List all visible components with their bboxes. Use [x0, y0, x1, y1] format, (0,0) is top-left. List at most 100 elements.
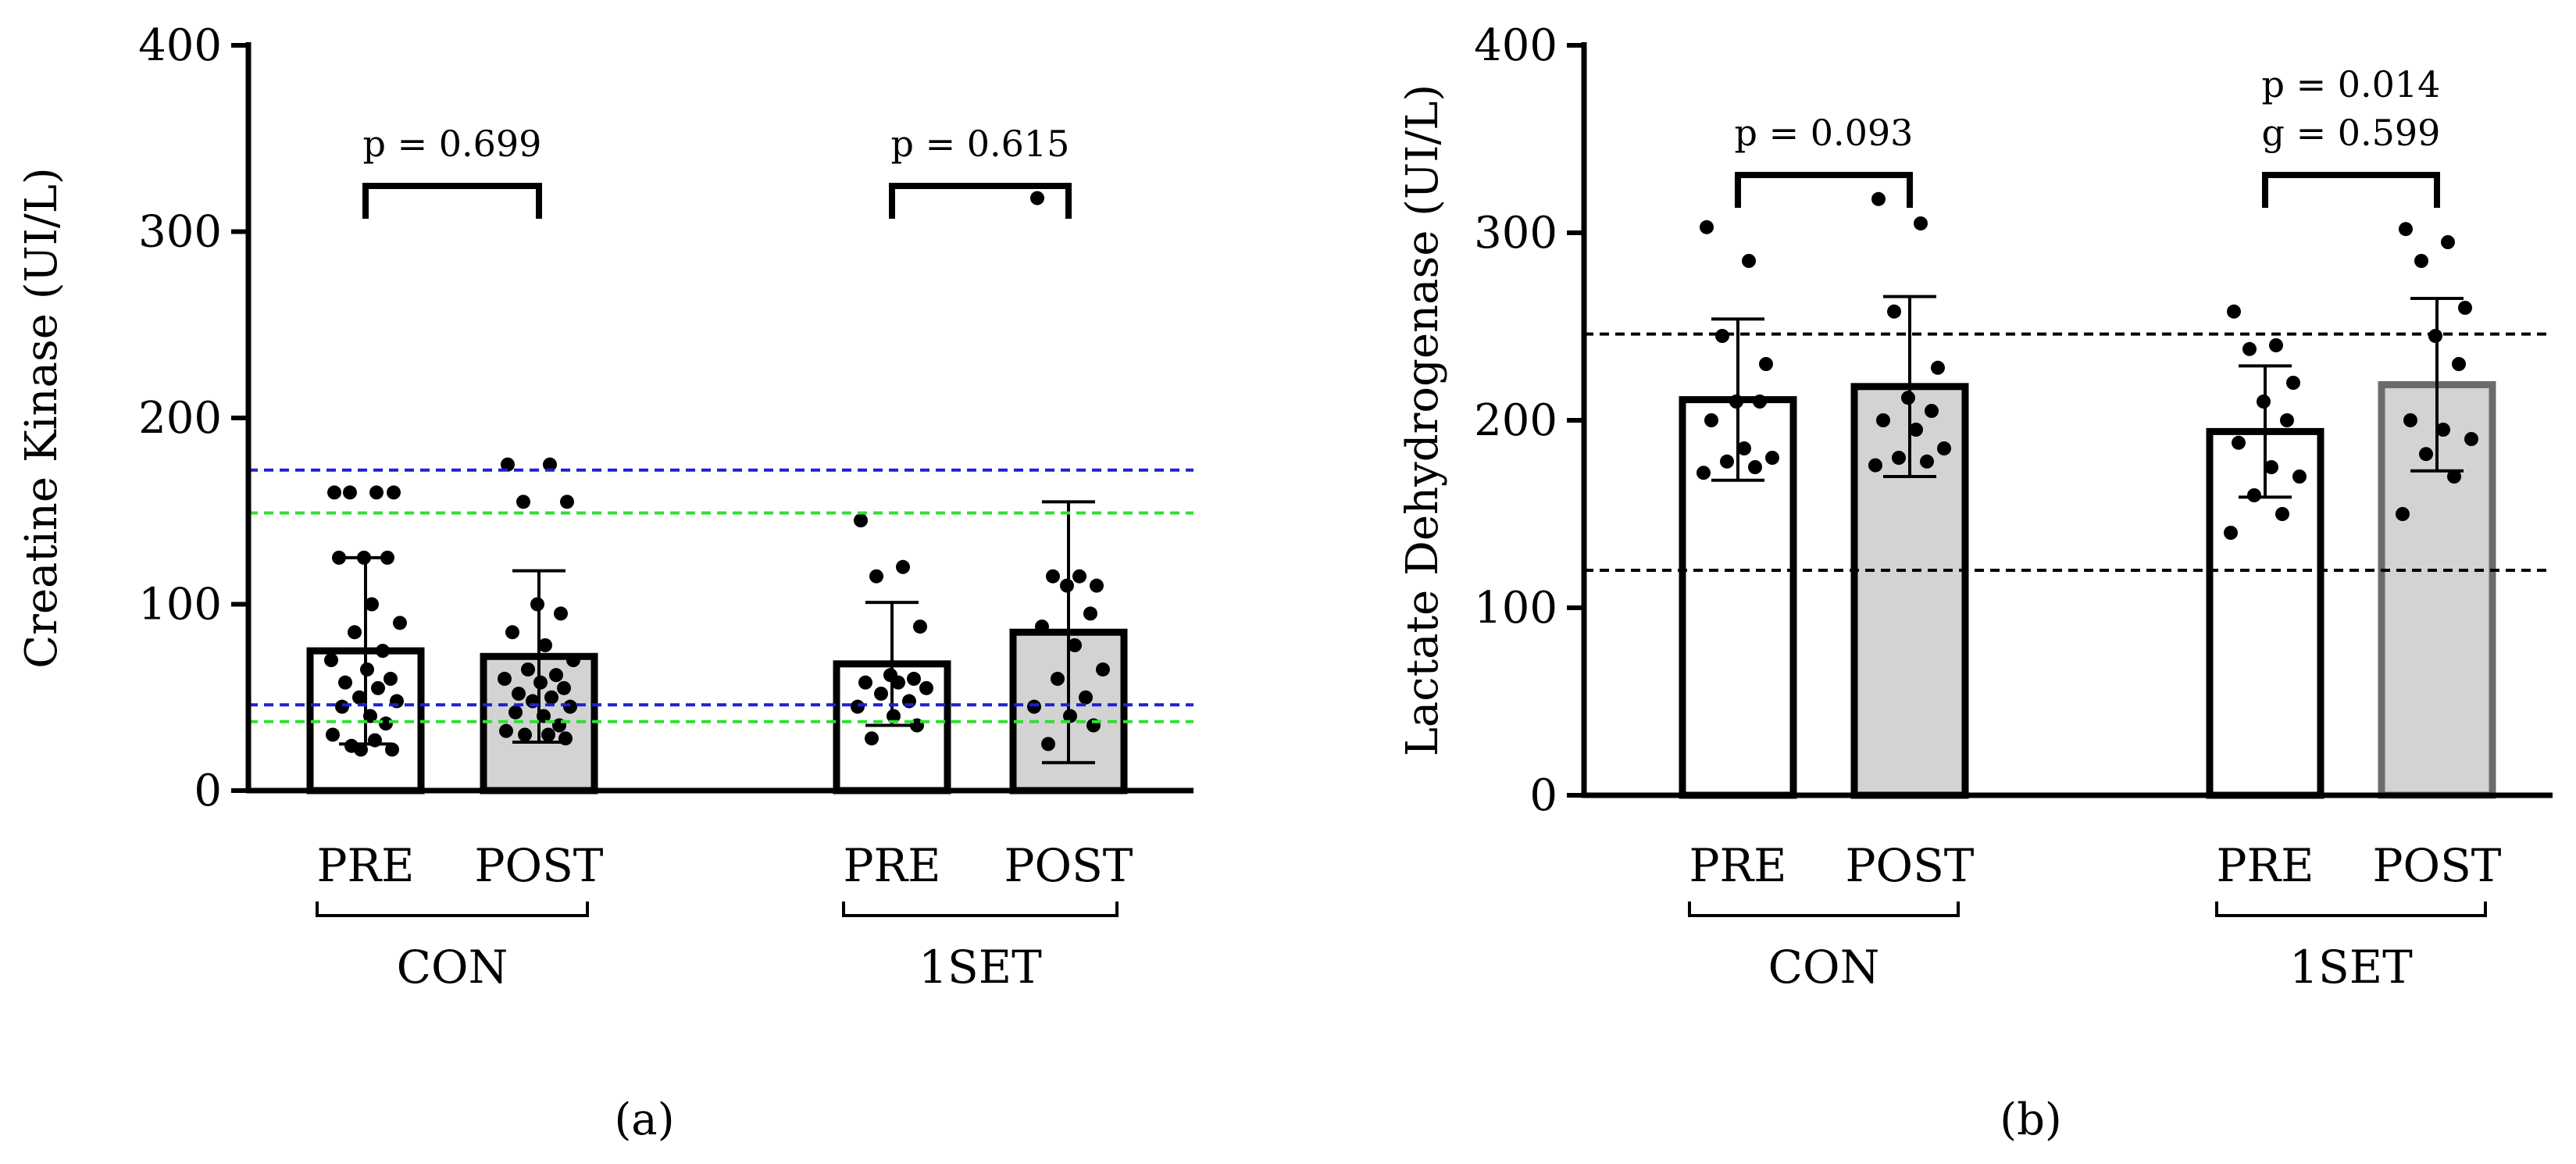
data-point: [505, 625, 519, 640]
x-tick-label: POST: [1846, 839, 1975, 892]
y-tick-label: 100: [138, 580, 222, 630]
data-point: [869, 569, 883, 584]
data-point: [560, 495, 574, 509]
data-point: [2436, 423, 2450, 437]
data-point: [2396, 507, 2410, 521]
data-point: [371, 680, 385, 695]
data-point: [501, 457, 515, 472]
data-point: [327, 485, 341, 500]
data-point: [1931, 360, 1945, 375]
data-point: [2269, 338, 2283, 352]
y-axis-label: Creatine Kinase (UI/L): [16, 167, 67, 669]
data-point: [2280, 413, 2294, 427]
y-tick-label: 200: [1474, 395, 1557, 446]
data-point: [2403, 413, 2417, 427]
significance-bracket: [2262, 172, 2440, 208]
data-point: [1925, 404, 1939, 418]
data-point: [2227, 304, 2241, 319]
data-point: [1892, 451, 1906, 465]
data-point: [1096, 662, 1110, 677]
x-tick-label: POST: [2373, 839, 2502, 892]
data-point: [2452, 357, 2466, 371]
data-point: [2257, 395, 2271, 409]
x-tick-label: PRE: [843, 839, 940, 892]
y-tick-label: 0: [194, 766, 222, 816]
data-point: [537, 709, 551, 723]
data-point: [865, 731, 879, 746]
data-point: [544, 690, 558, 705]
data-point: [1035, 619, 1049, 634]
data-point: [338, 675, 352, 690]
y-tick-label: 100: [1474, 583, 1557, 634]
data-point: [521, 662, 535, 677]
data-point: [557, 680, 571, 695]
data-point: [1083, 606, 1097, 621]
data-point: [343, 485, 357, 500]
data-point: [1742, 254, 1756, 268]
data-point: [1046, 569, 1060, 584]
data-point: [913, 619, 927, 634]
panel-a-label: (a): [614, 1094, 674, 1145]
significance-bracket: [889, 183, 1072, 219]
data-point: [363, 709, 377, 723]
y-tick-label: 400: [138, 20, 222, 71]
data-point: [354, 742, 368, 757]
data-point: [498, 671, 512, 686]
data-point: [335, 699, 349, 714]
stat-annotation: p = 0.615: [891, 123, 1070, 165]
data-point: [1090, 578, 1104, 593]
data-point: [2232, 435, 2246, 450]
data-point: [2447, 470, 2461, 484]
data-point: [1072, 569, 1086, 584]
x-tick-label: PRE: [316, 839, 414, 892]
data-point: [387, 485, 401, 500]
data-point: [851, 699, 865, 714]
data-point: [357, 550, 371, 565]
data-point: [499, 723, 513, 738]
data-point: [2414, 254, 2428, 268]
data-point: [887, 709, 901, 723]
data-point: [1715, 329, 1729, 343]
data-point: [508, 705, 523, 719]
y-tick-label: 300: [138, 207, 222, 258]
data-point: [1748, 460, 1762, 474]
data-point: [1765, 451, 1779, 465]
y-axis-label: Lactate Dehydrogenase (UI/L): [1397, 84, 1448, 757]
data-point: [1753, 395, 1767, 409]
data-point: [332, 550, 346, 565]
data-point: [533, 675, 548, 690]
x-tick-label: PRE: [2216, 839, 2314, 892]
data-point: [365, 597, 379, 612]
data-point: [2292, 470, 2307, 484]
data-point: [558, 731, 573, 746]
data-point: [2247, 488, 2261, 502]
data-point: [384, 671, 398, 686]
data-point: [1876, 413, 1890, 427]
data-point: [1920, 454, 1934, 469]
data-point: [369, 485, 384, 500]
y-tick-label: 300: [1474, 208, 1557, 259]
data-point: [379, 716, 393, 731]
data-point: [1937, 441, 1951, 455]
data-point: [2399, 222, 2413, 237]
data-point: [1720, 454, 1734, 469]
data-point: [2428, 329, 2442, 343]
data-point: [538, 637, 552, 652]
data-point: [2441, 235, 2455, 249]
data-point: [1914, 216, 1928, 230]
data-point: [324, 653, 338, 668]
stat-annotation: g = 0.599: [2262, 112, 2441, 154]
panel-a-chart: 0 100 200 300 400 Creatine Kinase (UI/L) PRE PO…: [16, 20, 1193, 994]
data-point: [352, 690, 366, 705]
data-point: [1871, 191, 1886, 206]
data-point: [385, 742, 399, 757]
data-point: [891, 675, 905, 690]
error-bar: [1883, 295, 1936, 478]
data-point: [376, 644, 390, 659]
data-point: [541, 727, 555, 742]
data-point: [563, 699, 577, 714]
data-point: [919, 680, 933, 695]
data-point: [1901, 391, 1915, 405]
significance-bracket: [362, 183, 542, 219]
